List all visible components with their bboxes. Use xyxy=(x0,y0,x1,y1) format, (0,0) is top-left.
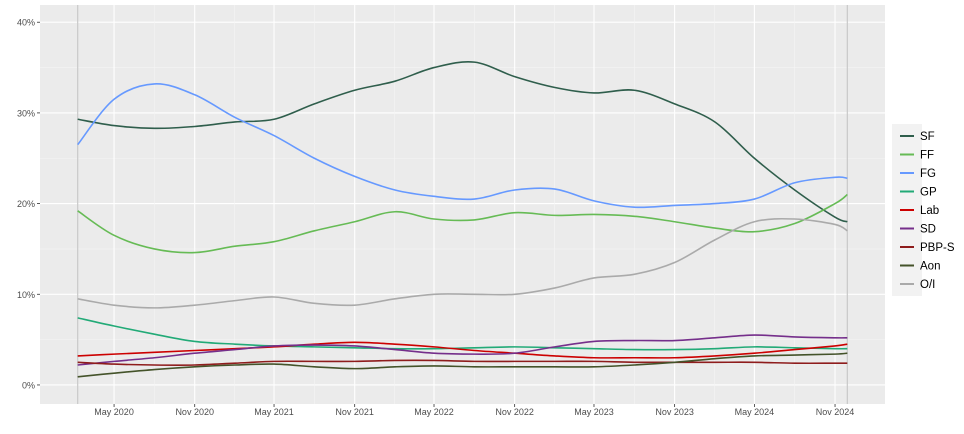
series-line-aon xyxy=(77,352,848,378)
plot-panel xyxy=(40,5,885,404)
x-tick-label: Nov 2020 xyxy=(175,407,214,417)
legend-label: Aon xyxy=(920,261,940,273)
legend-label: FG xyxy=(920,168,936,180)
y-axis: 0% 10% 20% 30% 40% xyxy=(17,18,40,390)
x-tick-label: May 2023 xyxy=(574,407,614,417)
series-line-fg xyxy=(77,83,848,209)
legend-label: FF xyxy=(920,150,934,162)
legend-label: Lab xyxy=(920,205,939,217)
x-tick-label: May 2024 xyxy=(735,407,775,417)
y-tick-label: 10% xyxy=(17,290,35,300)
x-tick-label: Nov 2021 xyxy=(335,407,374,417)
series-line-gp xyxy=(77,317,848,351)
legend: SF FF FG GP Lab SD PBP-S Aon O/I xyxy=(892,124,955,296)
legend-label: SD xyxy=(920,224,936,236)
series-line-pbps xyxy=(77,359,848,366)
legend-label: SF xyxy=(920,131,935,143)
legend-label: O/I xyxy=(920,279,935,291)
y-tick-label: 20% xyxy=(17,199,35,209)
y-tick-label: 40% xyxy=(17,18,35,28)
x-tick-label: May 2021 xyxy=(254,407,294,417)
x-tick-label: Nov 2022 xyxy=(495,407,534,417)
series-lines xyxy=(77,60,848,378)
series-line-sd xyxy=(77,334,848,366)
series-line-sf xyxy=(77,60,848,223)
x-tick-label: May 2022 xyxy=(414,407,454,417)
y-tick-label: 30% xyxy=(17,108,35,118)
x-axis: May 2020 Nov 2020 May 2021 Nov 2021 May 2022… xyxy=(94,404,854,417)
x-tick-label: Nov 2023 xyxy=(655,407,694,417)
series-line-lab xyxy=(77,341,848,359)
x-tick-label: Nov 2024 xyxy=(816,407,855,417)
series-line-oi xyxy=(77,217,848,309)
y-tick-label: 0% xyxy=(22,380,35,390)
legend-label: PBP-S xyxy=(920,242,955,254)
series-line-ff xyxy=(77,193,848,254)
x-tick-label: May 2020 xyxy=(94,407,134,417)
legend-label: GP xyxy=(920,187,937,199)
